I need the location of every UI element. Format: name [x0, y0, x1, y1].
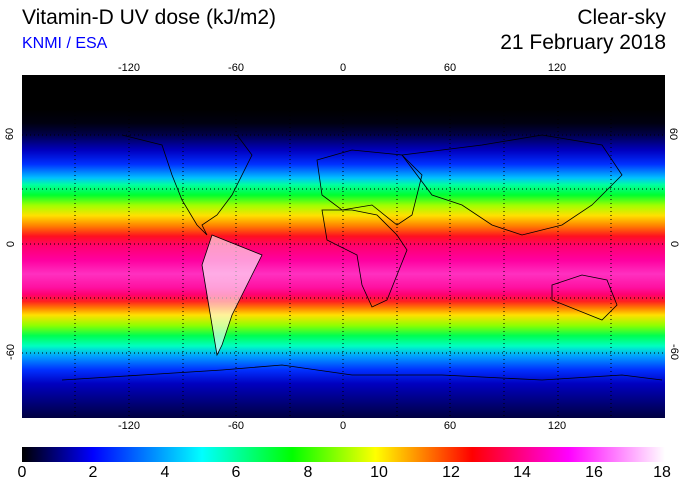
right-lat-tick: 0	[668, 240, 681, 248]
left-lat-tick: 60	[4, 127, 17, 141]
colorbar-label: 14	[513, 464, 531, 481]
right-lat-tick: 60	[667, 127, 680, 141]
colorbar-label: 18	[653, 464, 671, 481]
top-lon-tick: -60	[228, 62, 244, 74]
date-label: 21 February 2018	[500, 31, 666, 54]
colorbar-label: 2	[88, 464, 98, 481]
top-lon-tick: 60	[443, 62, 457, 74]
colorbar-label: 12	[442, 464, 460, 481]
bottom-lon-tick: -120	[117, 420, 141, 432]
colorbar-label: 10	[370, 464, 388, 481]
bottom-lon-tick: -60	[228, 420, 244, 432]
left-lat-tick: -60	[4, 344, 17, 360]
top-lon-tick: 0	[339, 62, 347, 74]
right-lat-tick: -60	[667, 344, 680, 360]
graticule	[22, 75, 665, 418]
left-lat-tick: 0	[5, 240, 18, 248]
bottom-lon-tick: 60	[443, 420, 457, 432]
coastlines	[61, 134, 663, 381]
colorbar-label: 0	[17, 464, 27, 481]
colorbar-label: 8	[303, 464, 313, 481]
organization-label: KNMI / ESA	[22, 35, 108, 52]
top-lon-tick: 120	[547, 62, 567, 74]
colorbar-label: 16	[585, 464, 603, 481]
bottom-lon-tick: 0	[339, 420, 347, 432]
uv-dose-map	[22, 75, 665, 418]
top-lon-tick: -120	[117, 62, 141, 74]
bottom-lon-tick: 120	[547, 420, 567, 432]
colorbar-label: 4	[160, 464, 170, 481]
coastlines-and-grid	[22, 75, 665, 418]
sky-condition-label: Clear-sky	[577, 6, 666, 29]
colorbar	[22, 447, 665, 462]
colorbar-label: 6	[231, 464, 241, 481]
map-title: Vitamin-D UV dose (kJ/m2)	[22, 6, 277, 29]
